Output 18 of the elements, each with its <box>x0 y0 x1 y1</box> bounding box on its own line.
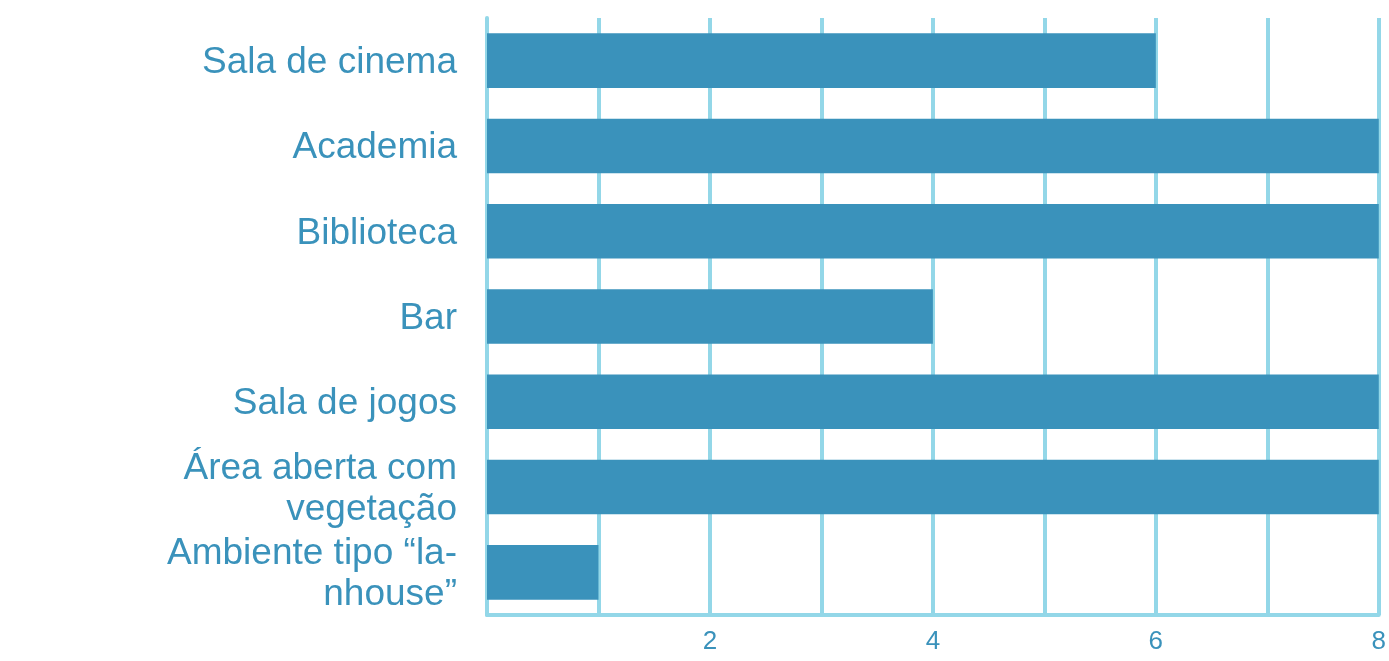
y-tick-label: Ambiente tipo “la- nhouse” <box>167 531 457 614</box>
bar <box>487 33 1156 88</box>
bar <box>487 118 1379 174</box>
bar <box>487 203 1379 259</box>
bar <box>487 374 1379 430</box>
y-tick-label: Área aberta com vegetação <box>183 446 457 529</box>
x-tick-label: 4 <box>925 625 941 655</box>
bar <box>487 545 599 600</box>
x-tick-label: 8 <box>1371 625 1386 655</box>
y-tick-label: Bar <box>399 296 457 337</box>
y-tick-label: Biblioteca <box>296 210 458 252</box>
y-tick-label: Sala de cinema <box>201 40 458 82</box>
x-tick-label: 6 <box>1148 625 1164 655</box>
bar <box>487 289 933 344</box>
x-tick-label: 2 <box>702 625 718 655</box>
y-tick-label: Sala de jogos <box>232 381 457 423</box>
y-tick-label: Academia <box>292 125 458 167</box>
bar <box>487 459 1379 515</box>
